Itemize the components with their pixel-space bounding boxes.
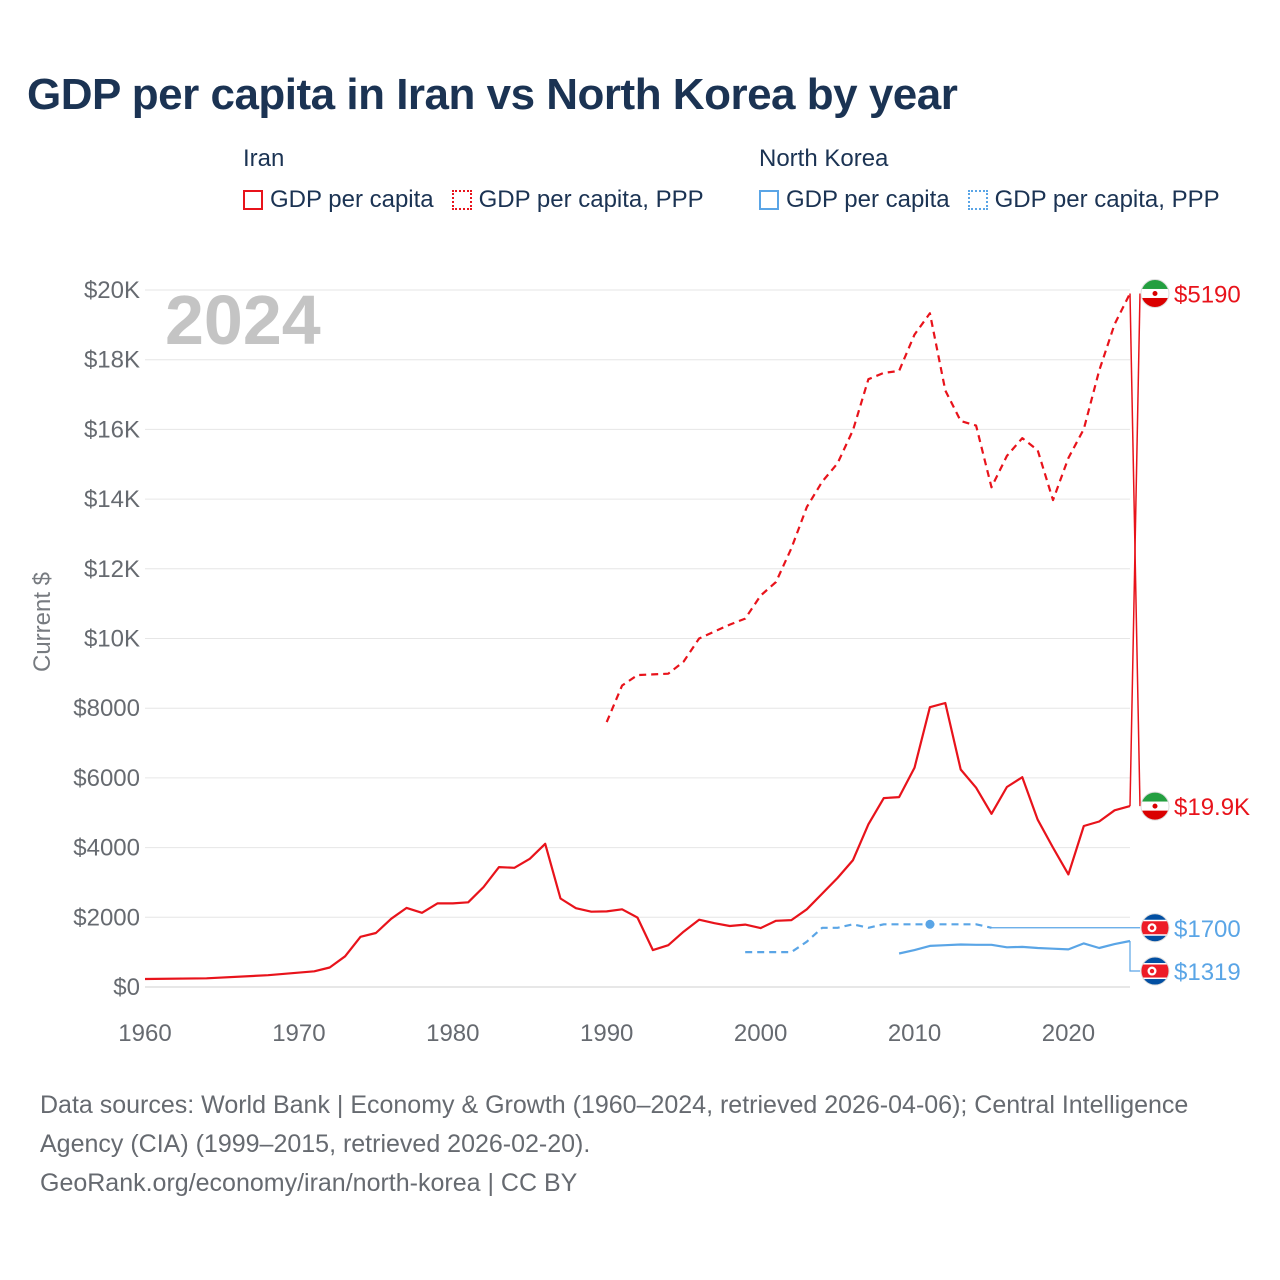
- legend-item-iran-gdp-ppp[interactable]: GDP per capita, PPP: [451, 186, 704, 214]
- x-tick-label: 2020: [1042, 1020, 1095, 1047]
- y-axis-title: Current $: [29, 572, 56, 672]
- legend-group-name: North Korea: [759, 145, 889, 172]
- y-tick-label: $8000: [73, 695, 140, 722]
- series-lines: [144, 293, 1131, 981]
- legend-item-label: GDP per capita, PPP: [478, 186, 704, 213]
- y-axis-ticks: $0 $2000 $4000 $6000 $8000 $10K $12K $14K $16K $1…: [73, 277, 140, 1001]
- x-tick-label: 2000: [734, 1020, 787, 1047]
- label-connector: [1129, 293, 1141, 807]
- legend-group-north-korea: North Korea GDP per capita GDP per capit…: [759, 144, 1220, 214]
- x-tick-label: 1970: [272, 1020, 325, 1047]
- series-line-1: [605, 293, 1131, 723]
- series-line-0: [144, 701, 1131, 981]
- footer: Data sources: World Bank | Economy & Gro…: [40, 1086, 1240, 1203]
- y-tick-label: $0: [113, 974, 140, 1001]
- y-tick-label: $14K: [84, 486, 140, 513]
- chart-title: GDP per capita in Iran vs North Korea by…: [27, 70, 958, 119]
- label-connector: [1129, 941, 1140, 972]
- legend-item-label: GDP per capita, PPP: [994, 186, 1220, 213]
- legend-group-iran: Iran GDP per capita GDP per capita, PPP: [243, 144, 704, 214]
- iran-flag-icon: [1140, 791, 1170, 821]
- series-end-label: $19.9K: [1174, 794, 1250, 821]
- y-tick-label: $18K: [84, 347, 140, 374]
- x-tick-label: 1960: [118, 1020, 171, 1047]
- legend-item-north-korea-gdp-ppp[interactable]: GDP per capita, PPP: [967, 186, 1220, 214]
- y-tick-label: $16K: [84, 416, 140, 443]
- legend-swatch-solid: [759, 190, 779, 210]
- y-tick-label: $20K: [84, 277, 140, 304]
- x-tick-label: 1990: [580, 1020, 633, 1047]
- data-sources: Data sources: World Bank | Economy & Gro…: [40, 1091, 1189, 1158]
- legend-item-label: GDP per capita: [270, 186, 434, 213]
- data-point-marker: [925, 919, 935, 929]
- series-line-2: [898, 939, 1131, 955]
- north-korea-flag-icon: [1140, 913, 1170, 943]
- x-axis-ticks: 1960 1970 1980 1990 2000 2010 2020: [118, 1020, 1095, 1047]
- x-tick-label: 1980: [426, 1020, 479, 1047]
- legend-swatch-dotted: [967, 190, 988, 210]
- y-tick-label: $6000: [73, 765, 140, 792]
- series-end-label: $1319: [1174, 959, 1241, 986]
- legend-item-north-korea-gdp[interactable]: GDP per capita: [759, 186, 950, 214]
- legend-group-name: Iran: [243, 145, 285, 172]
- series-end-label: $5190: [1174, 281, 1241, 308]
- x-tick-label: 2010: [888, 1020, 941, 1047]
- y-tick-label: $4000: [73, 835, 140, 862]
- line-chart: $0 $2000 $4000 $6000 $8000 $10K $12K $14K $16K $1…: [29, 277, 1250, 1047]
- year-watermark: 2024: [165, 281, 321, 359]
- series-line-3: [745, 923, 992, 954]
- source-link[interactable]: GeoRank.org/economy/iran/north-korea | C…: [40, 1169, 578, 1197]
- legend-item-iran-gdp[interactable]: GDP per capita: [243, 186, 434, 214]
- y-tick-label: $12K: [84, 556, 140, 583]
- north-korea-flag-icon: [1140, 956, 1170, 986]
- end-labels: $5190 $19.9K $1319 $1700: [991, 278, 1250, 986]
- grid-lines: [145, 289, 1130, 988]
- y-tick-label: $10K: [84, 626, 140, 653]
- legend-swatch-solid: [243, 190, 263, 210]
- legend-item-label: GDP per capita: [786, 186, 950, 213]
- series-end-label: $1700: [1174, 916, 1241, 943]
- legend-swatch-dotted: [451, 190, 472, 210]
- iran-flag-icon: [1140, 278, 1170, 308]
- y-tick-label: $2000: [73, 904, 140, 931]
